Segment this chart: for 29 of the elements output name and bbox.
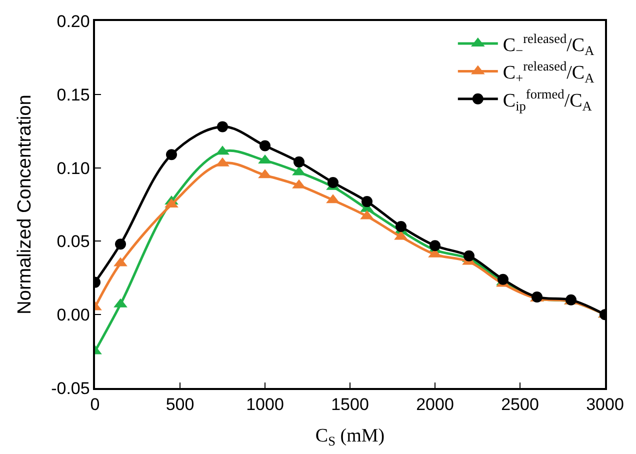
point — [498, 274, 508, 285]
point — [166, 149, 177, 160]
legend-label: C$_{+}$$^{released}$/C$_{A}$ — [502, 58, 595, 86]
x-tick-label: 2500 — [501, 395, 539, 414]
y-tick-label: 0.05 — [56, 232, 90, 252]
y-tick-label: 0.10 — [56, 158, 90, 178]
y-tick-label: 0.20 — [56, 12, 90, 31]
y-tick-label: -0.05 — [51, 378, 90, 398]
point — [115, 238, 126, 250]
y-tick-label: 0.15 — [56, 85, 90, 104]
point — [294, 156, 304, 168]
legend-label: C$_{ip}$$^{formed}$/C$_{A}$ — [502, 86, 592, 114]
point — [328, 176, 338, 188]
point — [430, 240, 440, 252]
x-tick-label: 0 — [90, 395, 100, 414]
y-tick-label: 0.00 — [56, 306, 90, 325]
point — [362, 196, 372, 208]
point — [217, 121, 228, 132]
x-tick-label: 500 — [166, 395, 194, 414]
x-tick-label: 1500 — [331, 395, 369, 414]
x-axis-title: C$_{S}$ (mM) — [315, 425, 385, 448]
x-tick-label: 1000 — [246, 395, 284, 414]
point — [464, 250, 474, 262]
y-axis-title: Normalized Concentration — [14, 94, 36, 314]
point — [260, 140, 270, 152]
point — [396, 221, 406, 232]
legend-label: C$_{−}$$^{released}$/C$_{A}$ — [502, 30, 595, 58]
x-tick-label: 3000 — [586, 395, 624, 414]
x-tick-label: 2000 — [416, 395, 454, 414]
